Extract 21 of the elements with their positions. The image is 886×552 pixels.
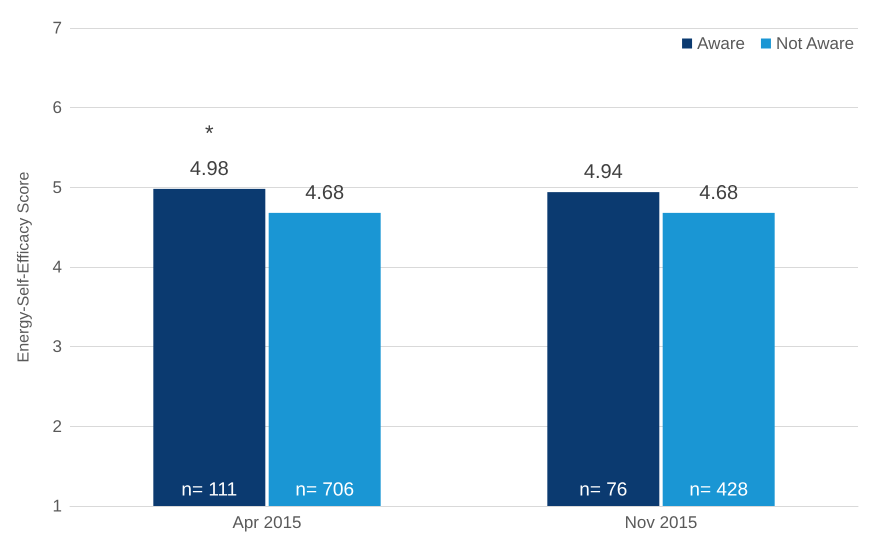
y-tick-label: 3 xyxy=(52,337,62,356)
data-label: 4.68 xyxy=(699,182,738,204)
data-label: 4.98 xyxy=(190,158,229,180)
annotation: * xyxy=(205,120,214,146)
x-tick-label: Nov 2015 xyxy=(624,513,698,532)
annotation: n= 706 xyxy=(295,480,354,501)
data-label: 4.94 xyxy=(584,161,623,184)
data-label: 4.68 xyxy=(305,182,344,204)
annotation: n= 111 xyxy=(181,480,238,501)
annotation: n= 76 xyxy=(579,480,628,501)
y-tick-label: 4 xyxy=(52,258,62,276)
x-tick-label: Apr 2015 xyxy=(232,513,302,532)
legend-label: Not Aware xyxy=(776,34,854,53)
y-tick-label: 5 xyxy=(52,178,62,197)
y-axis-title: Energy-Self-Efficacy Score xyxy=(16,171,32,362)
y-tick-label: 7 xyxy=(52,18,62,38)
y-tick-label: 1 xyxy=(52,496,62,516)
legend-label: Aware xyxy=(697,34,745,53)
y-tick-label: 6 xyxy=(52,98,62,118)
annotation: n= 428 xyxy=(689,480,748,501)
y-tick-label: 2 xyxy=(52,416,62,436)
